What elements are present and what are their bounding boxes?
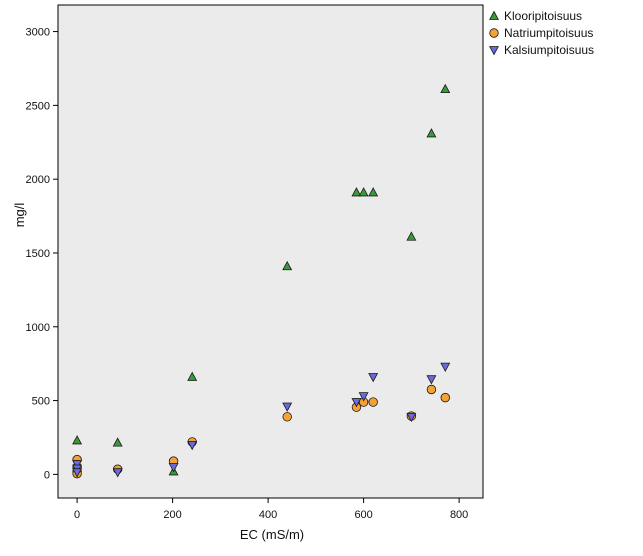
data-point — [440, 83, 451, 94]
data-point — [72, 468, 83, 478]
data-point — [282, 260, 293, 271]
data-point — [168, 463, 179, 473]
data-point — [368, 397, 378, 407]
data-point — [426, 384, 437, 395]
data-point — [406, 231, 417, 241]
legend-item: Klooripitoisuus — [489, 9, 582, 23]
x-axis-title: EC (mS/m) — [240, 527, 304, 542]
legend-item: Kalsiumpitoisuus — [489, 43, 594, 57]
legend-label: Klooripitoisuus — [504, 9, 582, 23]
x-tick-label: 0 — [74, 509, 80, 521]
data-point — [368, 373, 379, 383]
data-point — [368, 187, 379, 197]
data-point — [112, 437, 123, 447]
data-point — [282, 402, 293, 412]
legend-item: Natriumpitoisuus — [489, 26, 593, 40]
data-point — [426, 375, 437, 385]
x-tick-label: 200 — [163, 509, 181, 521]
data-point — [440, 362, 451, 372]
data-point — [187, 440, 198, 451]
legend-label: Natriumpitoisuus — [504, 26, 593, 40]
data-point — [351, 398, 362, 408]
y-tick-label: 1000 — [26, 322, 50, 334]
data-point — [406, 412, 417, 423]
series-Kalsiumpitoisuus — [72, 362, 451, 478]
legend-marker — [489, 10, 499, 20]
y-axis-title: mg/l — [12, 203, 27, 228]
x-tick-label: 400 — [259, 509, 277, 521]
y-tick-label: 0 — [44, 469, 50, 481]
legend-label: Kalsiumpitoisuus — [504, 43, 594, 57]
x-axis: 0 200 400 600 800 — [74, 498, 468, 521]
y-tick-label: 1500 — [26, 248, 50, 260]
y-tick-label: 3000 — [26, 27, 50, 39]
x-tick-label: 800 — [450, 509, 468, 521]
plot-area — [57, 4, 484, 499]
y-axis: 0 500 1000 1500 2000 2500 3000 — [26, 27, 58, 481]
legend-marker — [489, 28, 499, 38]
data-point — [351, 187, 362, 197]
data-point — [426, 128, 437, 138]
y-tick-label: 2000 — [26, 174, 50, 186]
data-points — [72, 83, 451, 479]
data-point — [358, 187, 369, 197]
data-point — [358, 392, 369, 402]
legend-marker — [489, 46, 499, 56]
y-tick-label: 2500 — [26, 100, 50, 112]
x-tick-label: 600 — [354, 509, 372, 521]
data-point — [187, 371, 198, 381]
data-point — [112, 468, 123, 478]
series-Klooripitoisuus — [72, 83, 451, 476]
data-point — [282, 412, 292, 422]
data-point — [72, 460, 83, 470]
legend: Klooripitoisuus Natriumpitoisuus Kalsiumpi… — [489, 9, 594, 57]
data-point — [72, 435, 83, 445]
data-point — [440, 392, 450, 403]
y-tick-label: 500 — [32, 396, 50, 408]
